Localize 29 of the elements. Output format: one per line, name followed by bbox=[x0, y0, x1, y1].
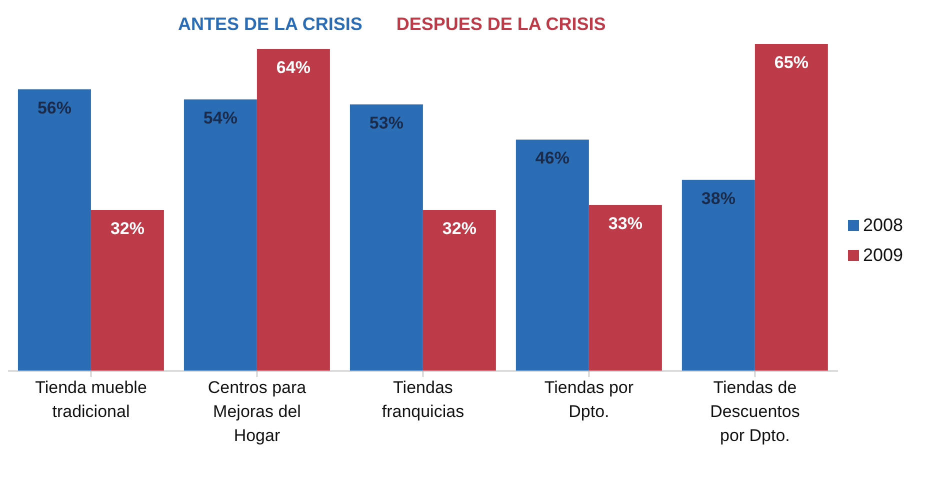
bar bbox=[516, 140, 589, 371]
bar bbox=[422, 210, 496, 371]
bar bbox=[90, 210, 164, 371]
x-tick-label: Centros para Mejoras del Hogar bbox=[208, 378, 307, 445]
data-label: 46% bbox=[535, 148, 570, 168]
data-label: 54% bbox=[203, 108, 238, 128]
data-label: 64% bbox=[276, 58, 310, 78]
data-label: 32% bbox=[442, 219, 476, 238]
bar bbox=[754, 44, 828, 371]
chart-subtitle: DESPUES DE LA CRISIS bbox=[396, 14, 606, 35]
bar bbox=[256, 49, 330, 371]
bar bbox=[18, 89, 91, 371]
bar bbox=[588, 204, 662, 371]
bar bbox=[350, 104, 423, 371]
bar bbox=[184, 99, 257, 371]
chart-title: ANTES DE LA CRISIS bbox=[178, 14, 362, 35]
legend-label: 2009 bbox=[862, 244, 903, 264]
data-label: 38% bbox=[701, 188, 736, 208]
x-tick-label: Tiendas franquicias bbox=[382, 378, 464, 421]
data-label: 56% bbox=[37, 98, 72, 118]
data-label: 65% bbox=[774, 53, 808, 72]
bar bbox=[682, 180, 755, 371]
x-tick-label: Tiendas de Descuentos por Dpto. bbox=[710, 378, 800, 445]
data-label: 53% bbox=[369, 113, 404, 132]
data-label: 32% bbox=[110, 219, 144, 238]
legend-label: 2008 bbox=[862, 214, 903, 234]
x-tick-label: Tienda mueble tradicional bbox=[35, 378, 147, 421]
x-tick-label: Tiendas por Dpto. bbox=[544, 378, 634, 421]
data-label: 33% bbox=[608, 214, 642, 234]
